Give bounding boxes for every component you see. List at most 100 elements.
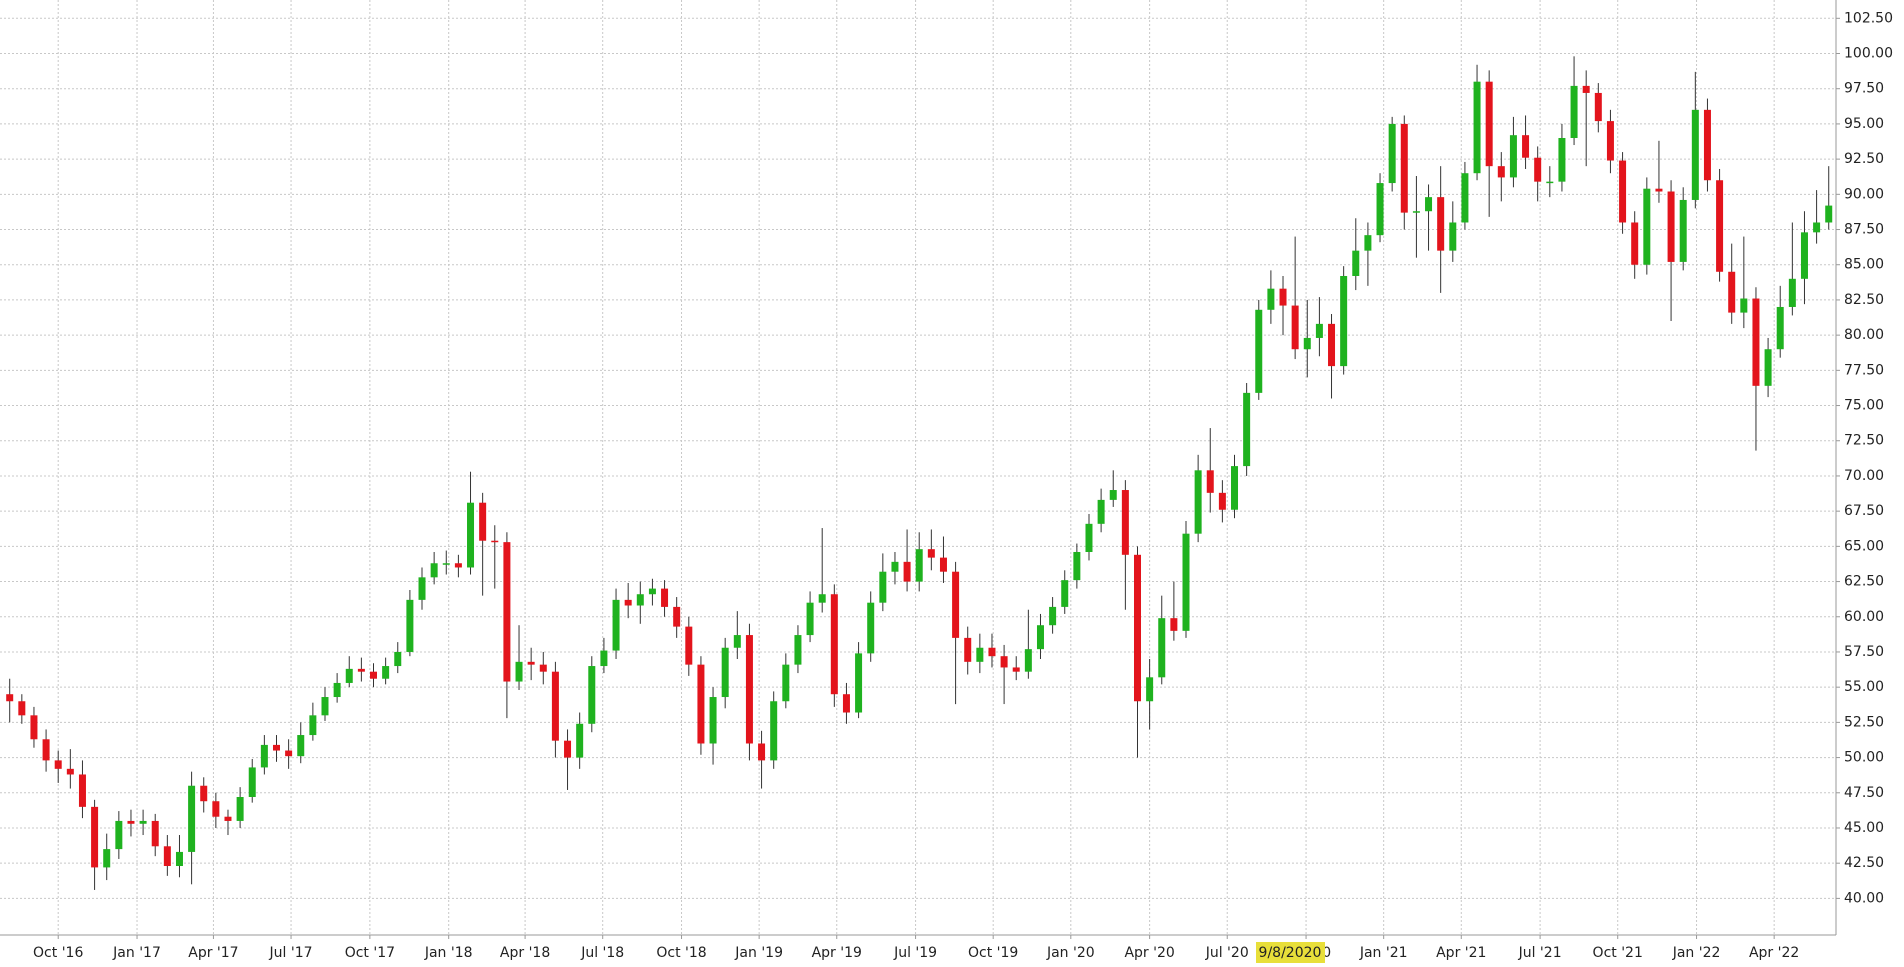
candle-body: [1461, 173, 1469, 223]
candle-body: [1352, 250, 1360, 276]
candle-body: [1534, 157, 1542, 182]
candle-body: [1097, 499, 1105, 524]
candle-body: [6, 694, 14, 702]
x-tick-label: Apr '19: [812, 945, 862, 961]
candle-body: [988, 647, 996, 657]
candle-body: [1231, 466, 1239, 510]
candle-body: [1776, 306, 1784, 350]
candle-body: [855, 653, 863, 713]
x-tick-label: Jul '20: [1205, 945, 1249, 961]
x-tick-label: Apr '17: [188, 945, 238, 961]
candle-body: [503, 542, 511, 682]
candle-body: [1340, 275, 1348, 367]
candle-body: [1000, 656, 1008, 668]
candle-body: [30, 715, 38, 740]
x-tick-label: Jul '18: [580, 945, 624, 961]
candle-body: [588, 666, 596, 724]
candle-body: [1813, 222, 1821, 233]
candle-body: [467, 502, 475, 568]
candle-body: [345, 668, 353, 683]
candle-body: [1328, 323, 1336, 367]
candle-body: [903, 561, 911, 582]
x-tick-label: Apr '22: [1749, 945, 1799, 961]
candle-body: [745, 635, 753, 744]
candle-body: [636, 594, 644, 606]
candle-body: [576, 723, 584, 758]
candle-body: [515, 661, 523, 682]
candle-body: [1631, 222, 1639, 265]
candle-body: [939, 557, 947, 572]
candle-body: [1716, 180, 1724, 272]
candle-body: [1218, 492, 1226, 510]
candle-body: [454, 563, 462, 568]
candle-body: [1752, 298, 1760, 386]
candle-body: [1303, 337, 1311, 350]
candle-body: [1158, 618, 1166, 678]
candle-body: [1728, 271, 1736, 313]
candle-body: [927, 549, 935, 558]
y-tick-label: 70.00: [1844, 468, 1884, 484]
candle-body: [1509, 135, 1517, 178]
candle-body: [1315, 323, 1323, 338]
candle-body: [782, 664, 790, 702]
candle-body: [430, 563, 438, 578]
candle-body: [661, 588, 669, 607]
candle-body: [1497, 166, 1505, 178]
candle-body: [1437, 197, 1445, 251]
x-tick-label: Oct '19: [968, 945, 1018, 961]
y-tick-label: 97.50: [1844, 81, 1884, 97]
y-tick-label: 57.50: [1844, 644, 1884, 660]
x-tick-label: Jul '21: [1518, 945, 1562, 961]
x-tick-label: Jul '19: [893, 945, 937, 961]
candle-body: [1243, 392, 1251, 467]
candle-body: [491, 540, 499, 543]
candle-body: [1570, 85, 1578, 138]
candle-body: [103, 849, 111, 868]
candle-body: [842, 694, 850, 713]
y-tick-label: 82.50: [1844, 292, 1884, 308]
candle-body: [1691, 109, 1699, 200]
candle-body: [1425, 197, 1433, 212]
x-tick-label: Jan '20: [1046, 945, 1095, 961]
crosshair-highlight: [1256, 942, 1325, 963]
candle-body: [297, 735, 305, 757]
candle-body: [1073, 551, 1081, 581]
x-tick-label: Apr '21: [1436, 945, 1486, 961]
candles: [6, 56, 1833, 890]
candle-body: [1085, 523, 1093, 552]
candle-body: [285, 750, 293, 757]
candle-body: [1522, 135, 1530, 158]
candle-body: [697, 664, 705, 744]
y-tick-label: 40.00: [1844, 890, 1884, 906]
crosshair-label: 9/8/2020: [1259, 945, 1322, 961]
candle-body: [1485, 81, 1493, 167]
candle-body: [891, 561, 899, 572]
candle-body: [1800, 232, 1808, 279]
candle-body: [442, 563, 450, 565]
y-tick-label: 77.50: [1844, 362, 1884, 378]
y-tick-label: 50.00: [1844, 750, 1884, 766]
candle-body: [1412, 211, 1420, 213]
y-tick-label: 45.00: [1844, 820, 1884, 836]
y-tick-label: 65.00: [1844, 538, 1884, 554]
candle-body: [115, 820, 123, 850]
candle-body: [212, 801, 220, 817]
candle-body: [382, 666, 390, 679]
candle-body: [1049, 606, 1057, 626]
candle-body: [758, 743, 766, 761]
candle-body: [806, 602, 814, 636]
candle-body: [1364, 235, 1372, 251]
candle-body: [600, 650, 608, 667]
candle-body: [1194, 470, 1202, 534]
candle-body: [612, 599, 620, 651]
candle-body: [127, 820, 135, 824]
candle-body: [830, 594, 838, 695]
candle-body: [1121, 490, 1129, 555]
candle-body: [1473, 81, 1481, 174]
y-tick-label: 95.00: [1844, 116, 1884, 132]
candle-body: [163, 846, 171, 867]
candle-body: [770, 701, 778, 761]
candle-body: [1109, 490, 1117, 500]
candle-body: [879, 571, 887, 603]
candle-body: [1643, 188, 1651, 265]
